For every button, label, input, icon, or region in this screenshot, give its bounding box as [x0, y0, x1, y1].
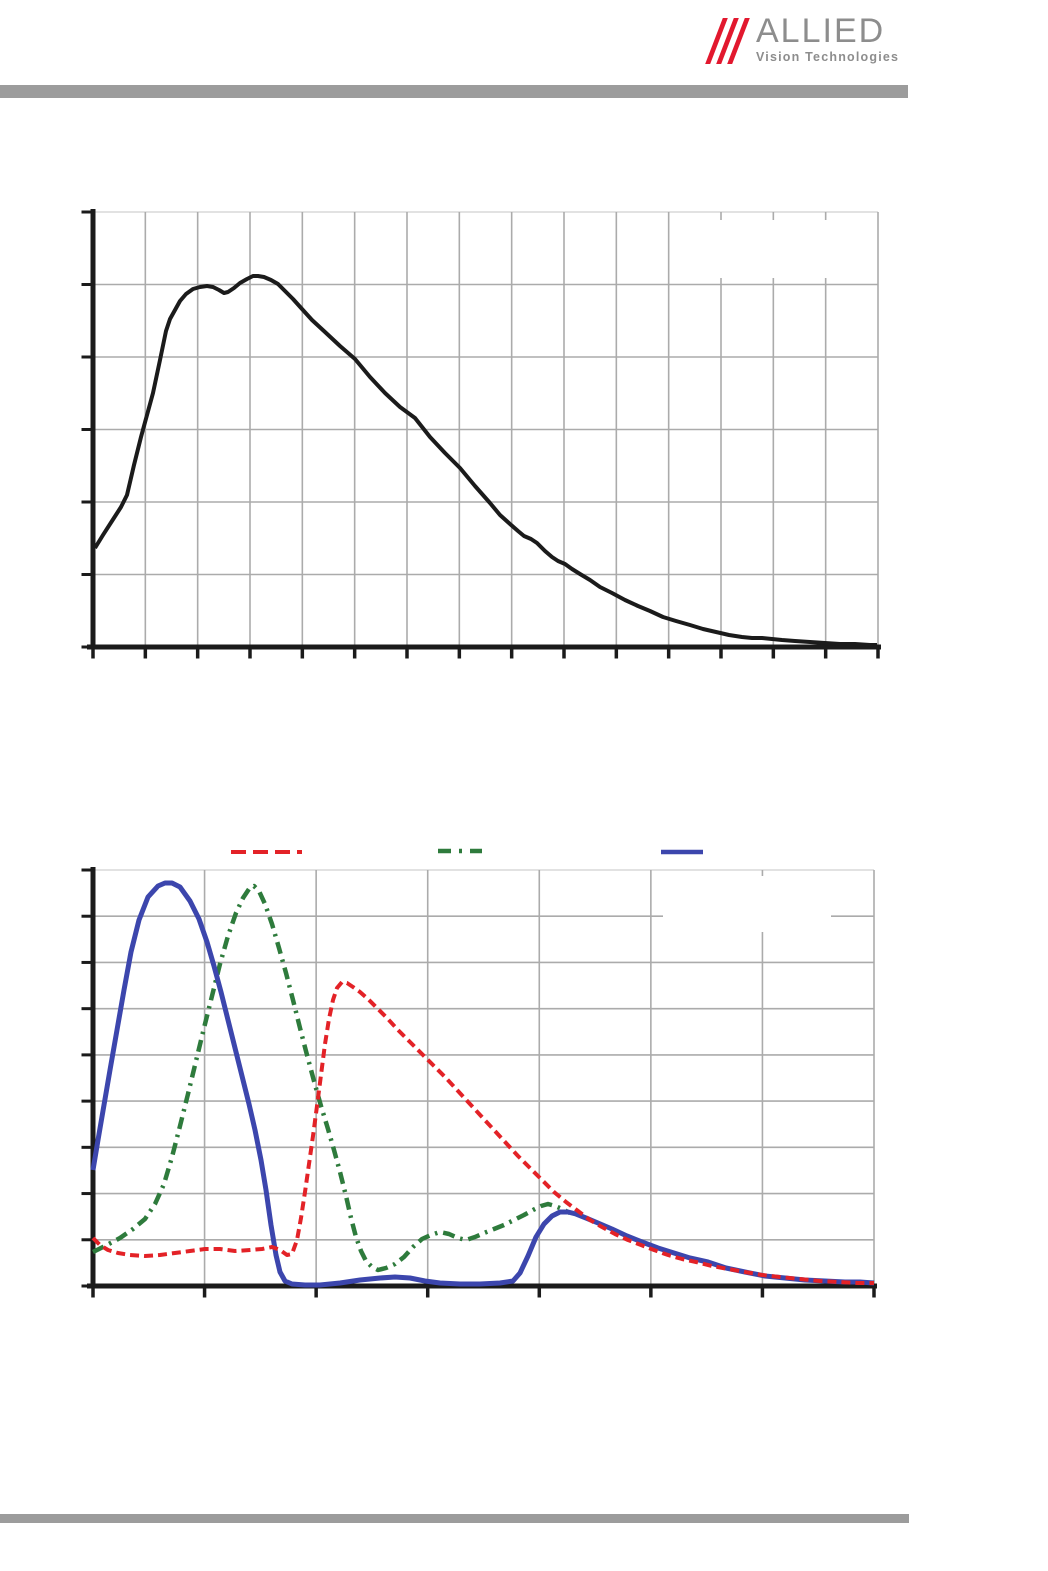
red-channel-curve: [91, 980, 874, 1285]
color-spectral-response-chart: [81, 848, 877, 1298]
mono-spectral-response-chart: [81, 209, 881, 659]
allied-vision-logo: ALLIED Vision Technologies: [705, 14, 908, 70]
green-channel-curve: [91, 883, 572, 1273]
logo-brand-text: ALLIED: [756, 12, 886, 50]
logo-wordmark: ALLIED Vision Technologies: [756, 14, 906, 66]
top-divider-bar: [0, 85, 908, 98]
bottom-divider-bar: [0, 1514, 909, 1523]
logo-subtitle-text: Vision Technologies: [756, 50, 900, 64]
whiteout-patch: [663, 876, 831, 932]
whiteout-patch: [700, 220, 868, 278]
mono-response-curve: [93, 274, 877, 647]
blue-channel-curve: [90, 880, 875, 1288]
